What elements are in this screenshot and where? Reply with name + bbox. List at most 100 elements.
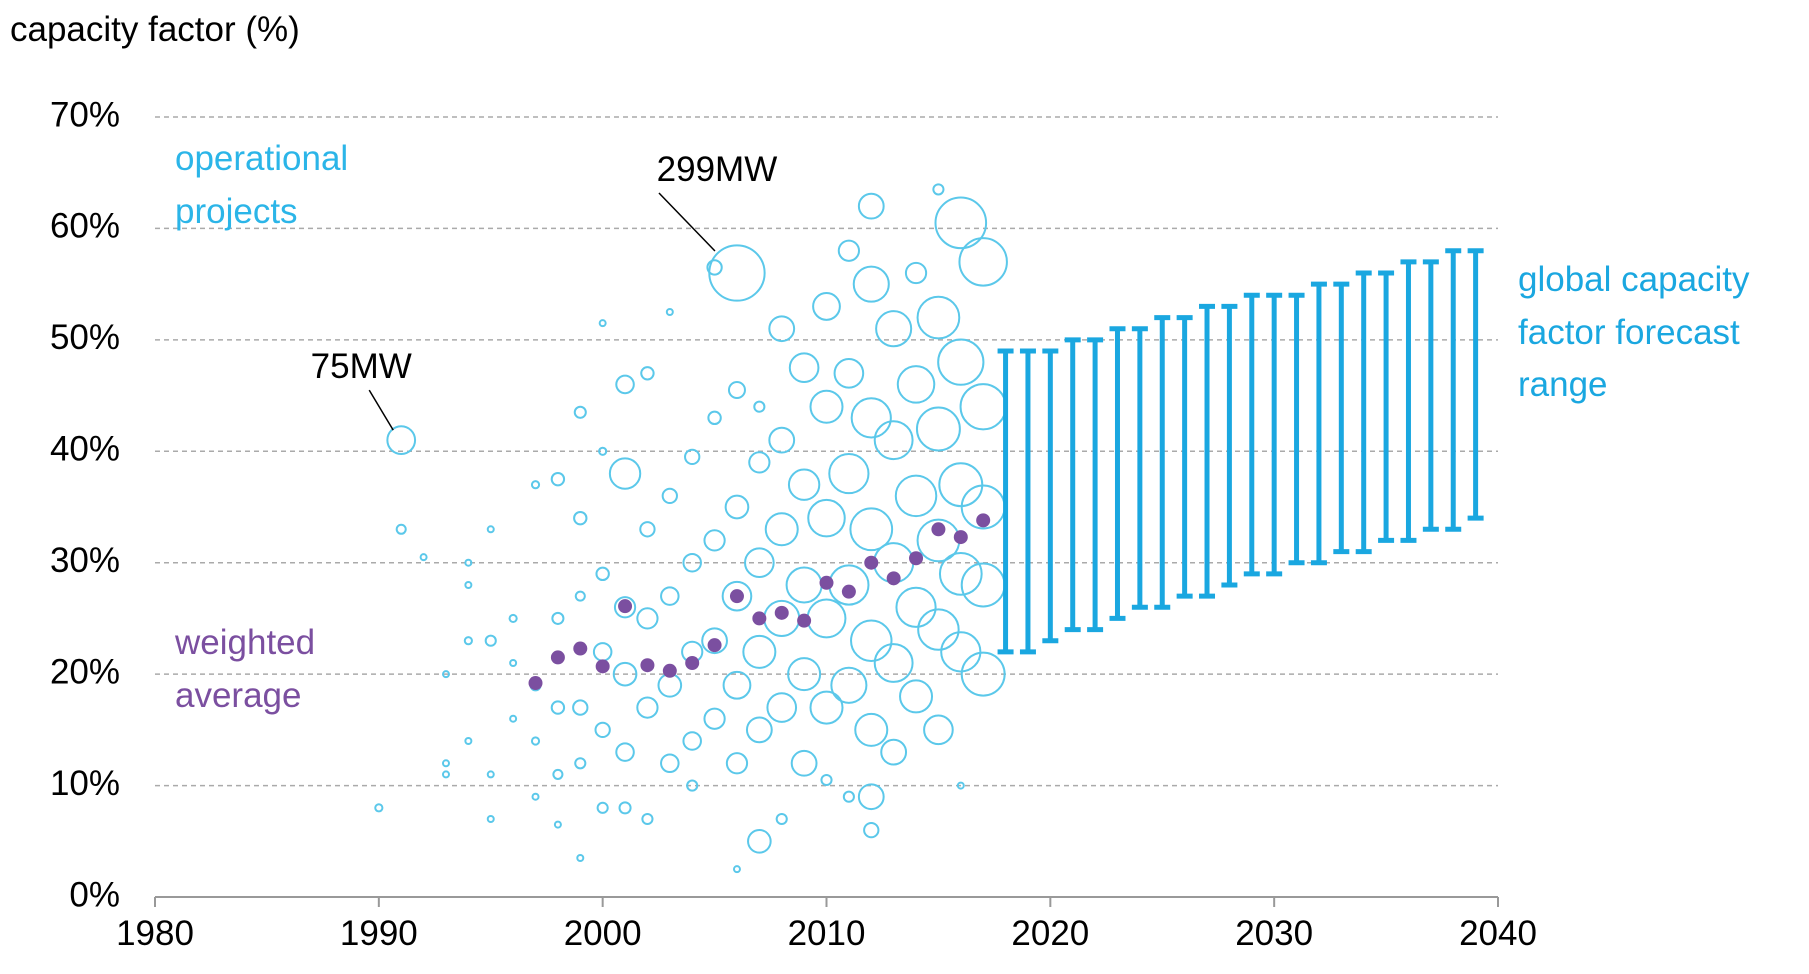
bubble <box>960 562 1006 608</box>
bubble <box>809 690 844 725</box>
bubble <box>934 196 988 250</box>
average-point <box>976 513 991 528</box>
bubble <box>895 586 937 628</box>
bubble <box>615 742 635 762</box>
bubble <box>830 666 868 704</box>
average-point <box>685 656 700 670</box>
bubble <box>873 643 914 683</box>
bubble <box>764 512 799 547</box>
bubble <box>419 553 428 562</box>
bubble <box>573 510 588 526</box>
y-tick-label: 0% <box>69 875 120 914</box>
bubble <box>744 547 775 579</box>
y-tick-label: 40% <box>50 430 120 469</box>
bubble <box>594 721 611 739</box>
bubble <box>660 586 680 606</box>
y-tick-label: 70% <box>50 95 120 134</box>
bubble <box>725 752 749 775</box>
annotation-line <box>658 192 716 252</box>
bubble <box>850 397 892 439</box>
bubble <box>923 714 954 746</box>
bubble <box>849 507 894 552</box>
bubble <box>880 738 908 766</box>
legend-label: operational projects <box>175 139 349 231</box>
bubble <box>742 634 777 669</box>
bubble <box>915 406 961 452</box>
bubble <box>917 608 960 651</box>
bubble <box>531 792 540 801</box>
bubble <box>820 773 833 787</box>
bubble <box>721 580 753 612</box>
bubble <box>703 707 726 730</box>
bubble <box>828 452 870 495</box>
bubble <box>747 828 772 854</box>
bubble <box>812 292 841 321</box>
bubble <box>374 803 384 813</box>
bubble <box>682 731 702 751</box>
bubble <box>612 661 638 687</box>
average-point <box>707 638 722 653</box>
bubble <box>707 410 722 426</box>
bubble <box>958 237 1008 287</box>
bubble <box>863 821 880 839</box>
y-tick-label: 20% <box>50 652 120 691</box>
bubble <box>463 636 473 646</box>
bubble <box>787 468 821 501</box>
bubble <box>636 696 659 719</box>
annotation-line <box>368 389 394 431</box>
bubble <box>613 596 637 619</box>
bubble <box>386 425 417 455</box>
bubble <box>618 801 632 815</box>
bubble <box>701 627 728 655</box>
bubble <box>937 338 985 386</box>
bubble <box>837 239 861 262</box>
bubble <box>551 611 565 625</box>
bubble <box>509 714 518 723</box>
bubble <box>464 558 473 567</box>
bubble <box>854 712 889 747</box>
average-point <box>931 522 946 537</box>
bubble <box>896 365 936 404</box>
y-axis-label: capacity factor (%) <box>10 10 300 49</box>
bubble <box>660 753 680 774</box>
bubble <box>960 651 1006 697</box>
average-point <box>729 589 744 604</box>
bubble <box>608 457 642 490</box>
bubble <box>768 426 796 454</box>
bubble <box>959 383 1007 431</box>
bubble <box>916 295 961 340</box>
bubble <box>486 525 495 534</box>
legend-label: global capacity factor forecast range <box>1518 260 1750 404</box>
bubble <box>850 619 893 662</box>
bubble <box>574 590 586 602</box>
bubble <box>572 699 589 716</box>
bubble <box>894 474 938 518</box>
bubble <box>441 670 450 679</box>
bubble <box>785 566 823 604</box>
bubble <box>598 446 608 456</box>
bubble <box>530 736 541 746</box>
bubble <box>641 812 654 826</box>
bubble <box>553 820 562 829</box>
average-point <box>528 676 543 691</box>
bubble <box>940 631 982 673</box>
bubble <box>550 471 566 487</box>
bubble <box>807 498 846 538</box>
bubble <box>684 448 701 466</box>
bubble <box>899 679 934 714</box>
bubble <box>595 566 610 582</box>
bubble <box>852 265 890 303</box>
x-tick-label: 1990 <box>340 914 418 953</box>
average-point <box>841 584 856 599</box>
bubble <box>788 352 820 384</box>
average-point <box>550 650 565 665</box>
bubble <box>857 783 885 811</box>
bubble <box>703 529 726 552</box>
bubble <box>484 634 497 647</box>
average-point <box>819 575 834 590</box>
bubble <box>748 451 771 474</box>
bubble <box>464 581 473 589</box>
x-tick-label: 2040 <box>1459 914 1537 953</box>
